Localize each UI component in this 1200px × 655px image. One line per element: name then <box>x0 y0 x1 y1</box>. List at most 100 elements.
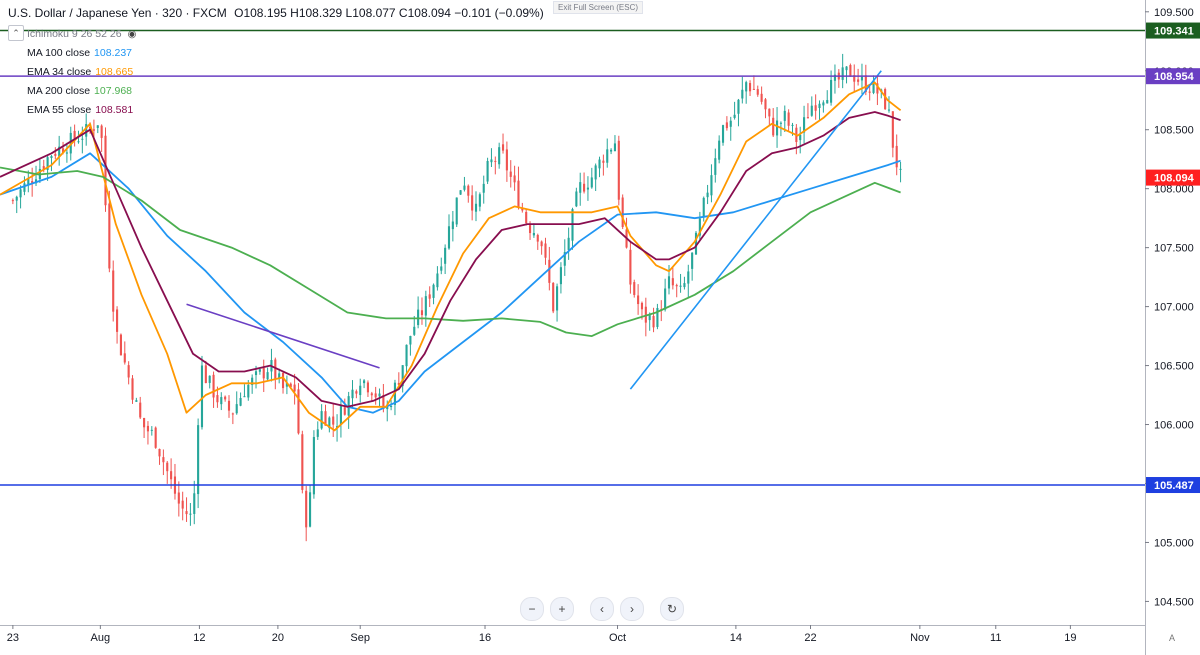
candle-body <box>803 117 806 133</box>
candle-body <box>729 120 732 127</box>
candle-body <box>779 122 782 124</box>
candle-body <box>706 192 709 198</box>
candle-body <box>845 66 848 71</box>
candle-body <box>220 397 223 405</box>
legend-ma200[interactable]: MA 200 close 107.968 <box>8 82 136 101</box>
candle-body <box>339 406 342 425</box>
legend-ema55[interactable]: EMA 55 close 108.581 <box>8 101 136 120</box>
candle-body <box>301 434 304 490</box>
candle-body <box>718 140 721 160</box>
candle-body <box>96 125 99 128</box>
trendline <box>629 70 882 390</box>
indicator-legend: ⌃ Ichimoku 9 26 52 26 ◉ MA 100 close 108.2… <box>8 25 136 120</box>
candle-body <box>146 425 150 432</box>
auto-scale-button[interactable]: A <box>1168 633 1175 643</box>
collapse-icon[interactable]: ⌃ <box>8 25 24 41</box>
candle-body <box>312 437 315 495</box>
candle-body <box>617 140 620 200</box>
legend-value: 108.665 <box>95 66 134 78</box>
reset-chart-button[interactable]: ↻ <box>660 597 684 621</box>
candle-body <box>768 108 771 117</box>
candle-body <box>366 382 370 393</box>
legend-label: Ichimoku 9 26 52 26 <box>27 28 122 40</box>
candle-body <box>189 513 192 515</box>
candle-body <box>467 185 470 196</box>
candle-body <box>154 427 157 448</box>
candle-body <box>752 88 755 90</box>
candle-body <box>494 160 497 162</box>
candle-body <box>841 67 844 80</box>
candle-body <box>583 183 586 192</box>
candle-body <box>610 149 613 152</box>
horizontal-level-label: 109.341 <box>1154 26 1194 38</box>
candle-body <box>108 203 111 269</box>
candle-body <box>193 493 196 514</box>
candle-body <box>31 181 34 183</box>
candle-body <box>702 197 705 218</box>
eye-icon[interactable]: ◉ <box>127 29 137 40</box>
candle-body <box>332 416 335 425</box>
candle-body <box>285 382 288 387</box>
candle-body <box>891 111 894 148</box>
horizontal-level-label: 105.487 <box>1154 480 1194 492</box>
candle-body <box>509 171 512 177</box>
x-tick-label: 20 <box>272 632 284 644</box>
candle-body <box>405 344 408 367</box>
candle-body <box>822 102 825 106</box>
candle-body <box>104 135 107 206</box>
candle-body <box>440 266 443 271</box>
candle-body <box>810 105 813 116</box>
candle-body <box>532 232 535 236</box>
legend-ma100[interactable]: MA 100 close 108.237 <box>8 44 136 63</box>
candle-body <box>637 295 640 305</box>
exit-fullscreen-button[interactable]: Exit Full Screen (ESC) <box>553 1 644 14</box>
candle-body <box>158 448 161 457</box>
series-line <box>0 166 901 337</box>
legend-ema34[interactable]: EMA 34 close 108.665 <box>8 63 136 82</box>
candle-body <box>463 185 466 190</box>
candle-body <box>590 177 593 188</box>
candle-body <box>135 400 138 402</box>
candle-body <box>239 398 242 406</box>
scroll-left-button[interactable]: ‹ <box>590 597 614 621</box>
candle-body <box>679 285 682 287</box>
candle-body <box>490 159 493 163</box>
zoom-in-button[interactable]: + <box>550 597 574 621</box>
legend-label: MA 200 close <box>27 85 91 97</box>
y-tick-label: 108.500 <box>1154 125 1194 137</box>
candle-body <box>447 226 451 249</box>
candle-body <box>73 130 76 141</box>
candle-body <box>826 100 829 104</box>
candle-body <box>316 429 319 437</box>
candle-body <box>65 152 68 154</box>
candle-body <box>343 407 346 415</box>
legend-ichimoku[interactable]: Ichimoku 9 26 52 26 ◉ <box>8 25 136 44</box>
zoom-out-button[interactable]: − <box>520 597 544 621</box>
candle-body <box>11 200 14 202</box>
candle-body <box>432 284 435 298</box>
candle-body <box>606 149 609 163</box>
candle-body <box>528 225 532 234</box>
candle-body <box>567 237 570 250</box>
candle-body <box>251 377 254 385</box>
candle-body <box>451 221 454 230</box>
candle-body <box>119 334 122 356</box>
candle-body <box>19 189 22 198</box>
candle-body <box>756 89 759 95</box>
candle-body <box>833 74 837 81</box>
candle-body <box>498 147 501 165</box>
candle-body <box>224 396 227 400</box>
candle-body <box>687 271 690 284</box>
candle-body <box>420 310 424 316</box>
candle-body <box>243 396 246 398</box>
candle-body <box>737 99 740 114</box>
candle-body <box>204 365 207 384</box>
candle-body <box>471 195 474 211</box>
candle-body <box>486 160 489 182</box>
scroll-right-button[interactable]: › <box>620 597 644 621</box>
candle-body <box>745 82 748 92</box>
candle-body <box>818 103 821 109</box>
ohlc-readout: O108.195 H108.329 L108.077 C108.094 −0.1… <box>234 6 544 20</box>
